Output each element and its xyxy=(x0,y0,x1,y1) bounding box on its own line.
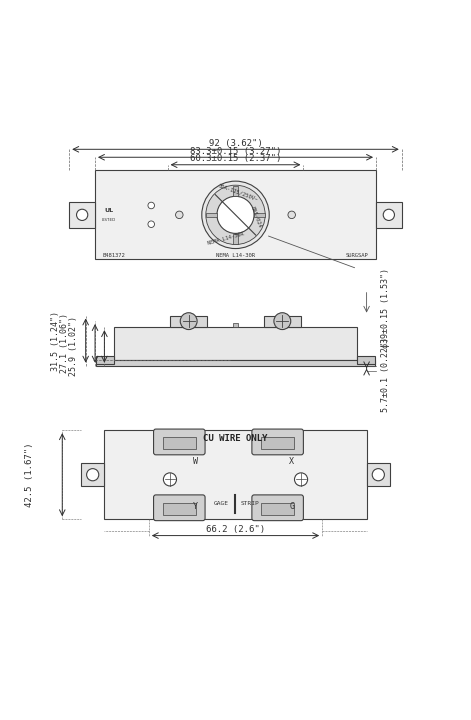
Bar xyxy=(233,323,238,327)
Circle shape xyxy=(87,469,99,481)
Text: G: G xyxy=(289,503,294,511)
Bar xyxy=(261,437,294,449)
Circle shape xyxy=(294,473,308,486)
Text: 25.9 (1.02"): 25.9 (1.02") xyxy=(69,316,79,377)
Circle shape xyxy=(383,210,394,220)
Bar xyxy=(105,431,366,519)
Text: X: X xyxy=(289,457,294,466)
Text: UL: UL xyxy=(105,207,114,212)
FancyBboxPatch shape xyxy=(154,429,205,455)
Bar xyxy=(114,327,357,360)
Circle shape xyxy=(251,211,258,219)
Bar xyxy=(96,360,375,366)
Text: Y: Y xyxy=(193,503,198,511)
Circle shape xyxy=(77,210,88,220)
Text: CU WIRE ONLY: CU WIRE ONLY xyxy=(203,433,268,443)
Bar xyxy=(357,356,375,364)
Bar xyxy=(366,463,390,487)
Text: ϕ39±0.15 (1.53"): ϕ39±0.15 (1.53") xyxy=(381,269,390,348)
Bar xyxy=(95,171,376,259)
Text: SURGSAP: SURGSAP xyxy=(346,253,369,258)
Circle shape xyxy=(148,221,154,228)
Text: NEMA L14-30R: NEMA L14-30R xyxy=(207,232,245,246)
Bar xyxy=(163,503,196,515)
FancyBboxPatch shape xyxy=(252,495,303,521)
Circle shape xyxy=(213,211,220,219)
Text: 66.2 (2.6"): 66.2 (2.6") xyxy=(206,525,265,534)
Circle shape xyxy=(176,211,183,219)
Text: BAS-024: BAS-024 xyxy=(250,206,262,229)
Circle shape xyxy=(274,312,291,330)
Text: W: W xyxy=(193,457,198,466)
Bar xyxy=(69,202,95,228)
Bar xyxy=(206,212,217,217)
Text: 31.5 (1.24"): 31.5 (1.24") xyxy=(51,310,60,371)
Circle shape xyxy=(288,211,295,219)
Bar xyxy=(261,503,294,515)
Bar xyxy=(234,234,237,244)
Text: 5.7±0.1 (0.22"): 5.7±0.1 (0.22") xyxy=(381,336,390,412)
Circle shape xyxy=(206,185,265,245)
Text: GAGE: GAGE xyxy=(214,501,229,506)
Circle shape xyxy=(217,197,254,233)
Circle shape xyxy=(148,202,154,209)
Text: 27.1 (1.06"): 27.1 (1.06") xyxy=(60,313,69,374)
Circle shape xyxy=(163,473,177,486)
Bar xyxy=(264,315,301,327)
FancyBboxPatch shape xyxy=(154,495,205,521)
FancyBboxPatch shape xyxy=(252,429,303,455)
Bar xyxy=(254,212,265,217)
Text: B481372: B481372 xyxy=(102,253,125,258)
Bar xyxy=(81,463,105,487)
Bar xyxy=(376,202,402,228)
Bar xyxy=(96,356,114,364)
Bar xyxy=(234,186,237,196)
Text: 92 (3.62"): 92 (3.62") xyxy=(209,139,262,148)
Bar xyxy=(163,437,196,449)
Text: 83.3±0.15 (3.27"): 83.3±0.15 (3.27") xyxy=(190,147,281,156)
Text: 30A-125/250V~: 30A-125/250V~ xyxy=(217,183,259,202)
Circle shape xyxy=(202,181,269,248)
Text: 60.3±0.15 (2.37"): 60.3±0.15 (2.37") xyxy=(190,154,281,163)
Text: LISTED: LISTED xyxy=(102,217,116,222)
Bar xyxy=(170,315,207,327)
Text: STRIP: STRIP xyxy=(240,501,259,506)
Circle shape xyxy=(180,312,197,330)
Circle shape xyxy=(372,469,384,481)
Text: NEMA L14-30R: NEMA L14-30R xyxy=(216,253,255,258)
Text: 42.5 (1.67"): 42.5 (1.67") xyxy=(25,443,34,507)
